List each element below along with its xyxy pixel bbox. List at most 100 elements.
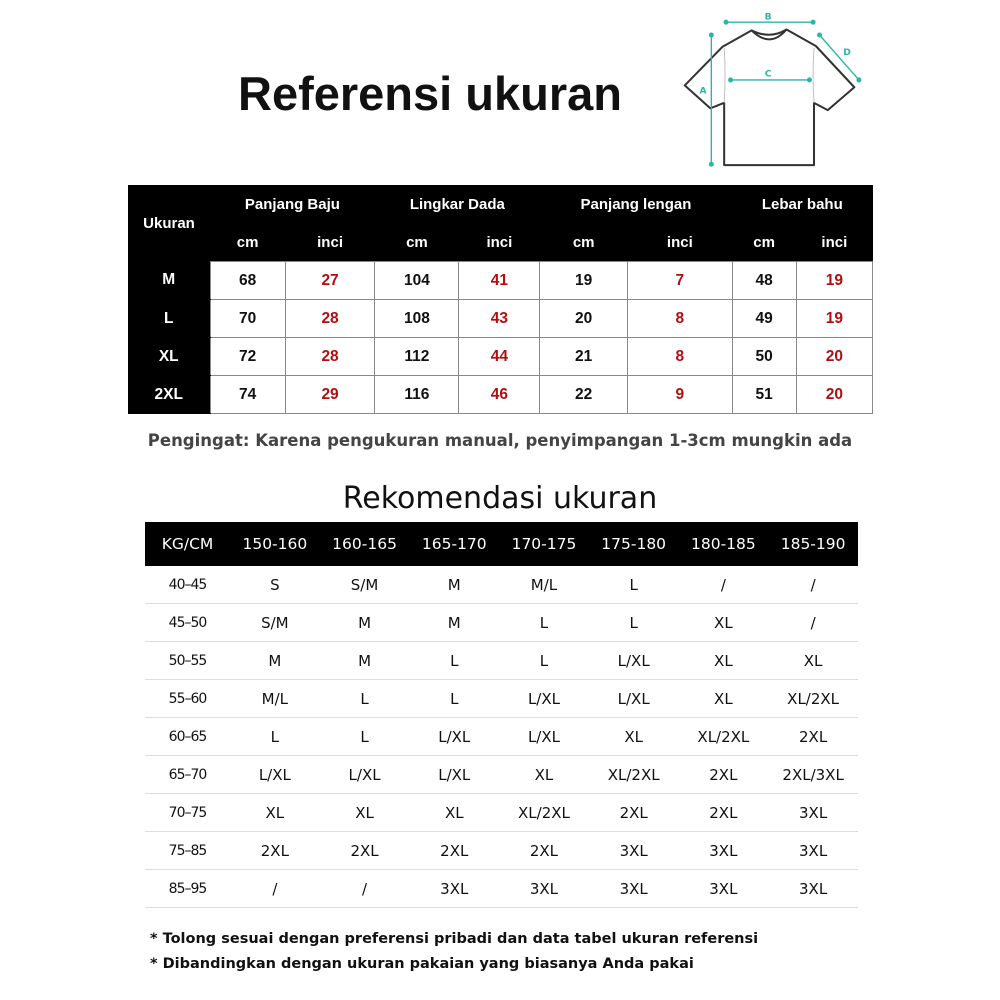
cm-value: 116 bbox=[374, 375, 460, 414]
recommended-size: 3XL bbox=[678, 831, 769, 870]
recommended-size: 2XL bbox=[678, 755, 769, 794]
recommended-size: XL/2XL bbox=[768, 679, 858, 718]
group-header: Panjang lengan bbox=[539, 185, 733, 223]
height-range-header: 185-190 bbox=[768, 522, 858, 566]
table-row: 40–45 S S/M M M/L L / / bbox=[145, 566, 858, 604]
group-header: Lingkar Dada bbox=[374, 185, 540, 223]
recommended-size: 3XL bbox=[588, 831, 679, 870]
recommended-size: L bbox=[409, 641, 500, 680]
table-row: 65–70 L/XL L/XL L/XL XL XL/2XL 2XL 2XL/3XL bbox=[145, 755, 858, 794]
weight-range: 65–70 bbox=[145, 755, 230, 794]
weight-range: 60–65 bbox=[145, 717, 230, 756]
size-label: 2XL bbox=[128, 375, 210, 414]
table-row: 55–60 M/L L L L/XL L/XL XL XL/2XL bbox=[145, 679, 858, 718]
recommended-size: / bbox=[230, 869, 320, 908]
recommended-size: L/XL bbox=[409, 755, 500, 794]
table-row: 85–95//3XL 3XL 3XL 3XL 3XL bbox=[145, 869, 858, 908]
recommended-size: S/M bbox=[319, 566, 410, 604]
recommended-size: XL bbox=[319, 793, 410, 832]
recommended-size: 3XL bbox=[768, 831, 858, 870]
cm-value: 50 bbox=[731, 337, 797, 376]
cm-value: 70 bbox=[209, 299, 286, 338]
recommended-size: 3XL bbox=[588, 869, 679, 908]
table-row: 60–65 L L L/XL L/XL XL XL/2XL 2XL bbox=[145, 717, 858, 756]
recommended-size: S bbox=[230, 566, 320, 604]
recommended-size: XL bbox=[588, 717, 679, 756]
inch-value: 19 bbox=[795, 299, 874, 338]
recommended-size: L bbox=[319, 679, 410, 718]
recommended-size: M/L bbox=[230, 679, 320, 718]
size-recommendation-table: KG/CM 150-160 160-165 165-170 170-175 175-180… bbox=[145, 522, 858, 908]
cm-value: 104 bbox=[374, 261, 460, 300]
recommended-size: XL bbox=[499, 755, 589, 794]
weight-range: 55–60 bbox=[145, 679, 230, 718]
recommended-size: 2XL bbox=[409, 831, 500, 870]
cm-value: 74 bbox=[209, 375, 286, 414]
recommended-size: XL bbox=[230, 793, 320, 832]
weight-range: 85–95 bbox=[145, 869, 230, 908]
label-d: D bbox=[843, 47, 851, 58]
cm-value: 49 bbox=[731, 299, 797, 338]
recommended-size: XL bbox=[678, 641, 769, 680]
recommended-size: XL/2XL bbox=[499, 793, 589, 832]
cm-value: 48 bbox=[731, 261, 797, 300]
inch-value: 27 bbox=[284, 261, 376, 300]
recommended-size: 2XL bbox=[230, 831, 320, 870]
footnote: * Tolong sesuai dengan preferensi pribad… bbox=[150, 931, 759, 947]
recommended-size: M/L bbox=[499, 566, 589, 604]
recommended-size: / bbox=[768, 566, 858, 604]
recommended-size: 2XL bbox=[319, 831, 410, 870]
recommended-size: 2XL/3XL bbox=[768, 755, 858, 794]
recommended-size: L bbox=[230, 717, 320, 756]
cm-value: 68 bbox=[209, 261, 286, 300]
inch-value: 28 bbox=[284, 299, 376, 338]
height-range-header: 170-175 bbox=[499, 522, 589, 566]
recommended-size: 3XL bbox=[409, 869, 500, 908]
label-c: C bbox=[765, 68, 772, 79]
group-header: Panjang Baju bbox=[210, 185, 375, 223]
recommended-size: XL bbox=[678, 603, 769, 642]
inch-value: 46 bbox=[458, 375, 541, 414]
inch-value: 8 bbox=[627, 299, 733, 338]
recommended-size: XL/2XL bbox=[678, 717, 769, 756]
recommended-size: L bbox=[588, 603, 679, 642]
height-range-header: 160-165 bbox=[319, 522, 410, 566]
recommended-size: L bbox=[499, 603, 589, 642]
label-a: A bbox=[700, 86, 708, 97]
recommended-size: / bbox=[678, 566, 769, 604]
size-label: XL bbox=[128, 337, 210, 376]
recommended-size: 3XL bbox=[768, 793, 858, 832]
table-row: XL 72 28 112 44 21 8 50 20 bbox=[128, 337, 874, 376]
inch-value: 20 bbox=[795, 337, 874, 376]
table-row: 75–85 2XL 2XL 2XL 2XL 3XL 3XL 3XL bbox=[145, 831, 858, 870]
inch-value: 9 bbox=[627, 375, 733, 414]
unit-header: cm bbox=[374, 223, 459, 262]
corner-header: KG/CM bbox=[145, 522, 230, 566]
height-range-header: 150-160 bbox=[230, 522, 320, 566]
measurement-note: Pengingat: Karena pengukuran manual, pen… bbox=[147, 431, 853, 450]
label-b: B bbox=[765, 11, 772, 22]
height-range-header: 175-180 bbox=[588, 522, 679, 566]
unit-header: inci bbox=[796, 223, 873, 262]
recommended-size: XL bbox=[768, 641, 858, 680]
inch-value: 19 bbox=[795, 261, 874, 300]
weight-range: 50–55 bbox=[145, 641, 230, 680]
page-title: Referensi ukuran bbox=[238, 67, 622, 120]
recommended-size: L bbox=[588, 566, 679, 604]
inch-value: 7 bbox=[627, 261, 733, 300]
recommended-size: / bbox=[319, 869, 410, 908]
recommended-size: 2XL bbox=[678, 793, 769, 832]
table-row: 2XL 74 29 116 46 22 9 51 20 bbox=[128, 375, 874, 414]
table-row: 45–50 S/M M M L L XL / bbox=[145, 603, 858, 642]
unit-header: cm bbox=[210, 223, 286, 262]
unit-header: inci bbox=[458, 223, 540, 262]
unit-header: inci bbox=[285, 223, 375, 262]
cm-value: 19 bbox=[539, 261, 629, 300]
unit-header: inci bbox=[627, 223, 733, 262]
table-row: 70–75 XL XL XL XL/2XL 2XL 2XL 3XL bbox=[145, 793, 858, 832]
weight-range: 75–85 bbox=[145, 831, 230, 870]
size-reference-table: Ukuran Panjang Baju Lingkar Dada Panjang… bbox=[128, 185, 874, 414]
recommended-size: 2XL bbox=[499, 831, 589, 870]
table-row: L 70 28 108 43 20 8 49 19 bbox=[128, 299, 874, 338]
weight-range: 70–75 bbox=[145, 793, 230, 832]
